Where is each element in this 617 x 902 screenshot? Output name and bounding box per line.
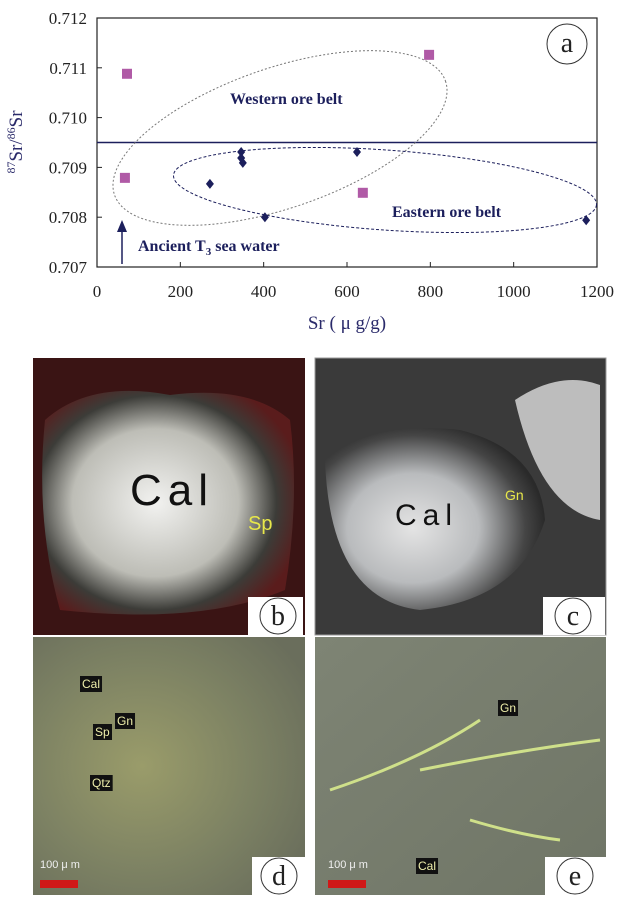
y-axis-label-part: 87: [4, 162, 18, 174]
scatter-chart: 0 200 400 600 800 1000 1200 0.707 0.708 0.709 0.71…: [4, 9, 614, 334]
annotation: Western ore belt: [230, 91, 343, 108]
arrow-label-part: Ancient T: [138, 238, 206, 255]
photo-label: 100 μ m: [328, 859, 368, 871]
panel-label: d: [272, 861, 286, 892]
photo-label: Gn: [505, 487, 524, 503]
x-tick-label: 0: [93, 282, 102, 301]
eastern-ellipse: [171, 135, 600, 244]
point: [122, 69, 132, 79]
western-ellipse: [92, 15, 469, 261]
photo-label: Sp: [248, 513, 272, 535]
y-tick-label: 0.707: [49, 258, 88, 277]
point: [120, 173, 130, 183]
figure: 0 200 400 600 800 1000 1200 0.707 0.708 0.709 0.71…: [0, 0, 617, 897]
panel-label: e: [569, 861, 581, 892]
annotation: Eastern ore belt: [392, 204, 502, 221]
x-tick-label: 1000: [497, 282, 531, 301]
y-tick-label: 0.711: [49, 59, 87, 78]
photo-label: Qtz: [92, 776, 111, 790]
photo-label: Cal: [82, 677, 100, 691]
arrow-label-part: sea water: [211, 238, 279, 255]
x-tick-label: 800: [418, 282, 444, 301]
y-axis-label-part: 86: [4, 127, 18, 139]
point: [358, 188, 368, 198]
photo-label: Gn: [500, 701, 516, 715]
panel-label: c: [567, 601, 579, 632]
y-axis-label-part: Sr/: [6, 139, 27, 162]
x-axis-label: Sr ( μ g/g): [308, 313, 386, 334]
photo-label: Gn: [117, 714, 133, 728]
photo-label: Sp: [95, 725, 110, 739]
photo-label: Cal: [130, 466, 214, 515]
photo-label: Cal: [418, 859, 436, 873]
y-axis-label: 87Sr/86Sr: [4, 110, 27, 174]
photo-label: Cal: [395, 499, 458, 532]
y-tick-label: 0.709: [49, 158, 87, 177]
point: [582, 215, 590, 225]
point: [206, 179, 214, 189]
photo-c: [315, 358, 606, 635]
point: [261, 212, 269, 222]
point: [424, 50, 434, 60]
y-axis-label-part: Sr: [6, 110, 27, 128]
y-tick-label: 0.708: [49, 208, 87, 227]
x-tick-label: 1200: [580, 282, 614, 301]
x-tick-label: 200: [168, 282, 194, 301]
photo-label: 100 μ m: [40, 859, 80, 871]
arrow-label: Ancient T3 sea water: [138, 238, 280, 258]
photo-e: [315, 637, 606, 895]
panel-label: b: [271, 601, 285, 632]
x-tick-label: 400: [251, 282, 277, 301]
y-tick-label: 0.710: [49, 109, 87, 128]
arrow-head: [117, 220, 127, 232]
y-tick-label: 0.712: [49, 9, 87, 28]
photo-d: [33, 637, 305, 895]
x-tick-label: 600: [334, 282, 360, 301]
panel-label: a: [561, 28, 574, 59]
